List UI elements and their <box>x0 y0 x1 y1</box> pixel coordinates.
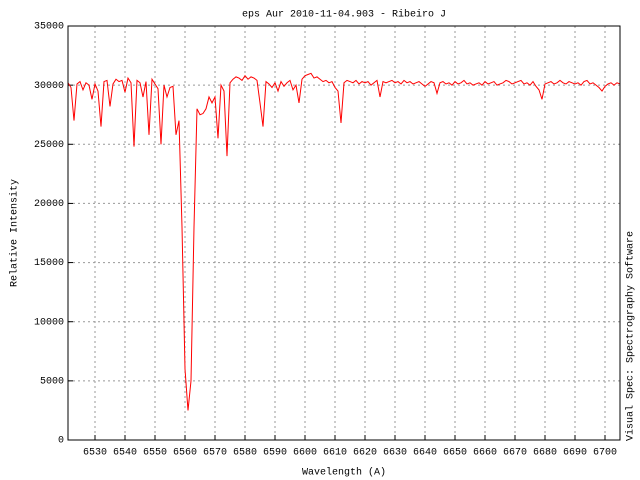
y-tick-label: 35000 <box>34 22 64 33</box>
x-tick-label: 6690 <box>563 448 587 459</box>
x-tick-label: 6550 <box>143 448 167 459</box>
plot-frame <box>67 25 621 441</box>
x-tick-label: 6530 <box>83 448 107 459</box>
x-tick-label: 6700 <box>593 448 617 459</box>
x-tick-label: 6680 <box>533 448 557 459</box>
x-tick-label: 6630 <box>383 448 407 459</box>
x-tick-label: 6590 <box>263 448 287 459</box>
x-tick-label: 6670 <box>503 448 527 459</box>
y-tick-label: 30000 <box>34 81 64 92</box>
y-tick-label: 15000 <box>34 258 64 269</box>
chart-title: eps Aur 2010-11-04.903 - Ribeiro J <box>242 9 446 21</box>
y-tick-label: 0 <box>58 436 64 447</box>
x-tick-label: 6540 <box>113 448 137 459</box>
x-axis-label: Wavelength (A) <box>302 467 386 479</box>
y-tick-label: 25000 <box>34 140 64 151</box>
x-tick-label: 6610 <box>323 448 347 459</box>
spectrum-line <box>67 72 621 411</box>
y-tick-label: 5000 <box>40 376 64 387</box>
x-tick-label: 6600 <box>293 448 317 459</box>
x-tick-label: 6650 <box>443 448 467 459</box>
x-tick-label: 6620 <box>353 448 377 459</box>
x-tick-label: 6560 <box>173 448 197 459</box>
y-axis-label: Relative Intensity <box>9 179 21 287</box>
x-tick-label: 6660 <box>473 448 497 459</box>
x-tick-label: 6640 <box>413 448 437 459</box>
x-tick-label: 6580 <box>233 448 257 459</box>
side-note: Visual Spec: Spectrography Software <box>625 231 637 441</box>
x-tick-label: 6570 <box>203 448 227 459</box>
y-tick-label: 20000 <box>34 199 64 210</box>
y-tick-label: 10000 <box>34 317 64 328</box>
